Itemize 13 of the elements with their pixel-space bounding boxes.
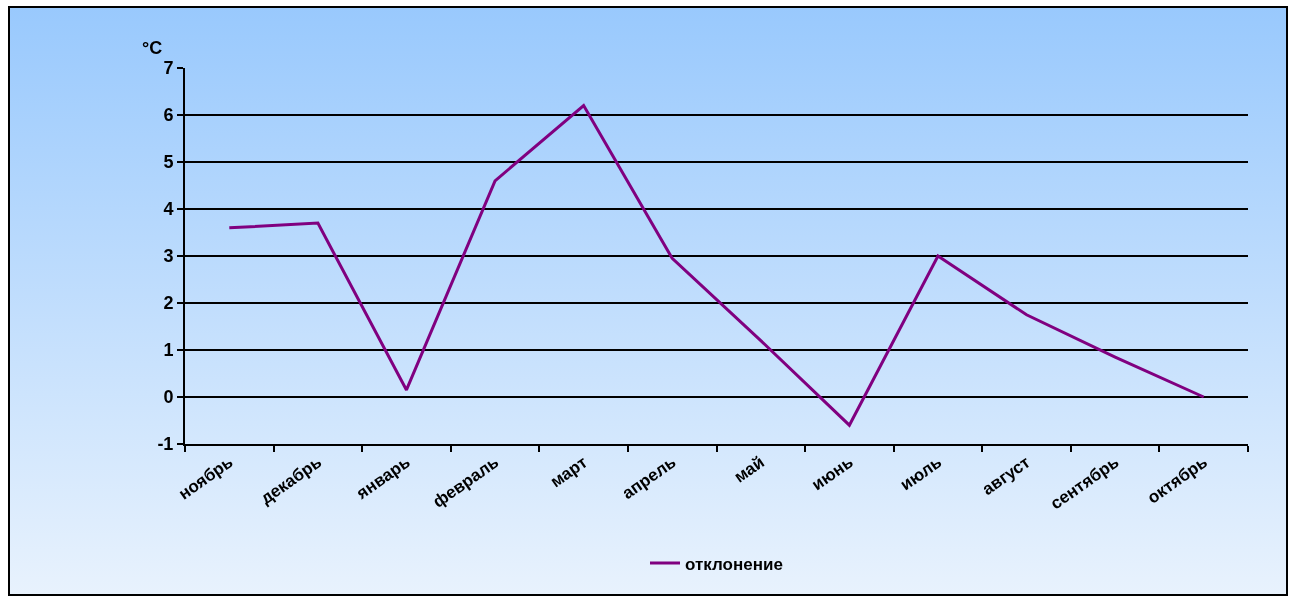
x-tick-label: май — [730, 452, 768, 487]
y-tick-label: 4 — [163, 199, 174, 220]
legend-label: отклонение — [685, 554, 783, 574]
y-axis-title: °C — [142, 38, 163, 58]
y-tick-label: 0 — [163, 387, 174, 408]
y-tick-label: 6 — [163, 105, 174, 126]
y-tick-label: -1 — [157, 434, 174, 455]
y-tick-label: 1 — [163, 340, 174, 361]
line-series — [227, 104, 1206, 427]
y-tick-label: 2 — [163, 293, 174, 314]
y-tick-label: 3 — [163, 246, 174, 267]
y-tick-label: 7 — [163, 58, 174, 79]
y-tick-label: 5 — [163, 152, 174, 173]
